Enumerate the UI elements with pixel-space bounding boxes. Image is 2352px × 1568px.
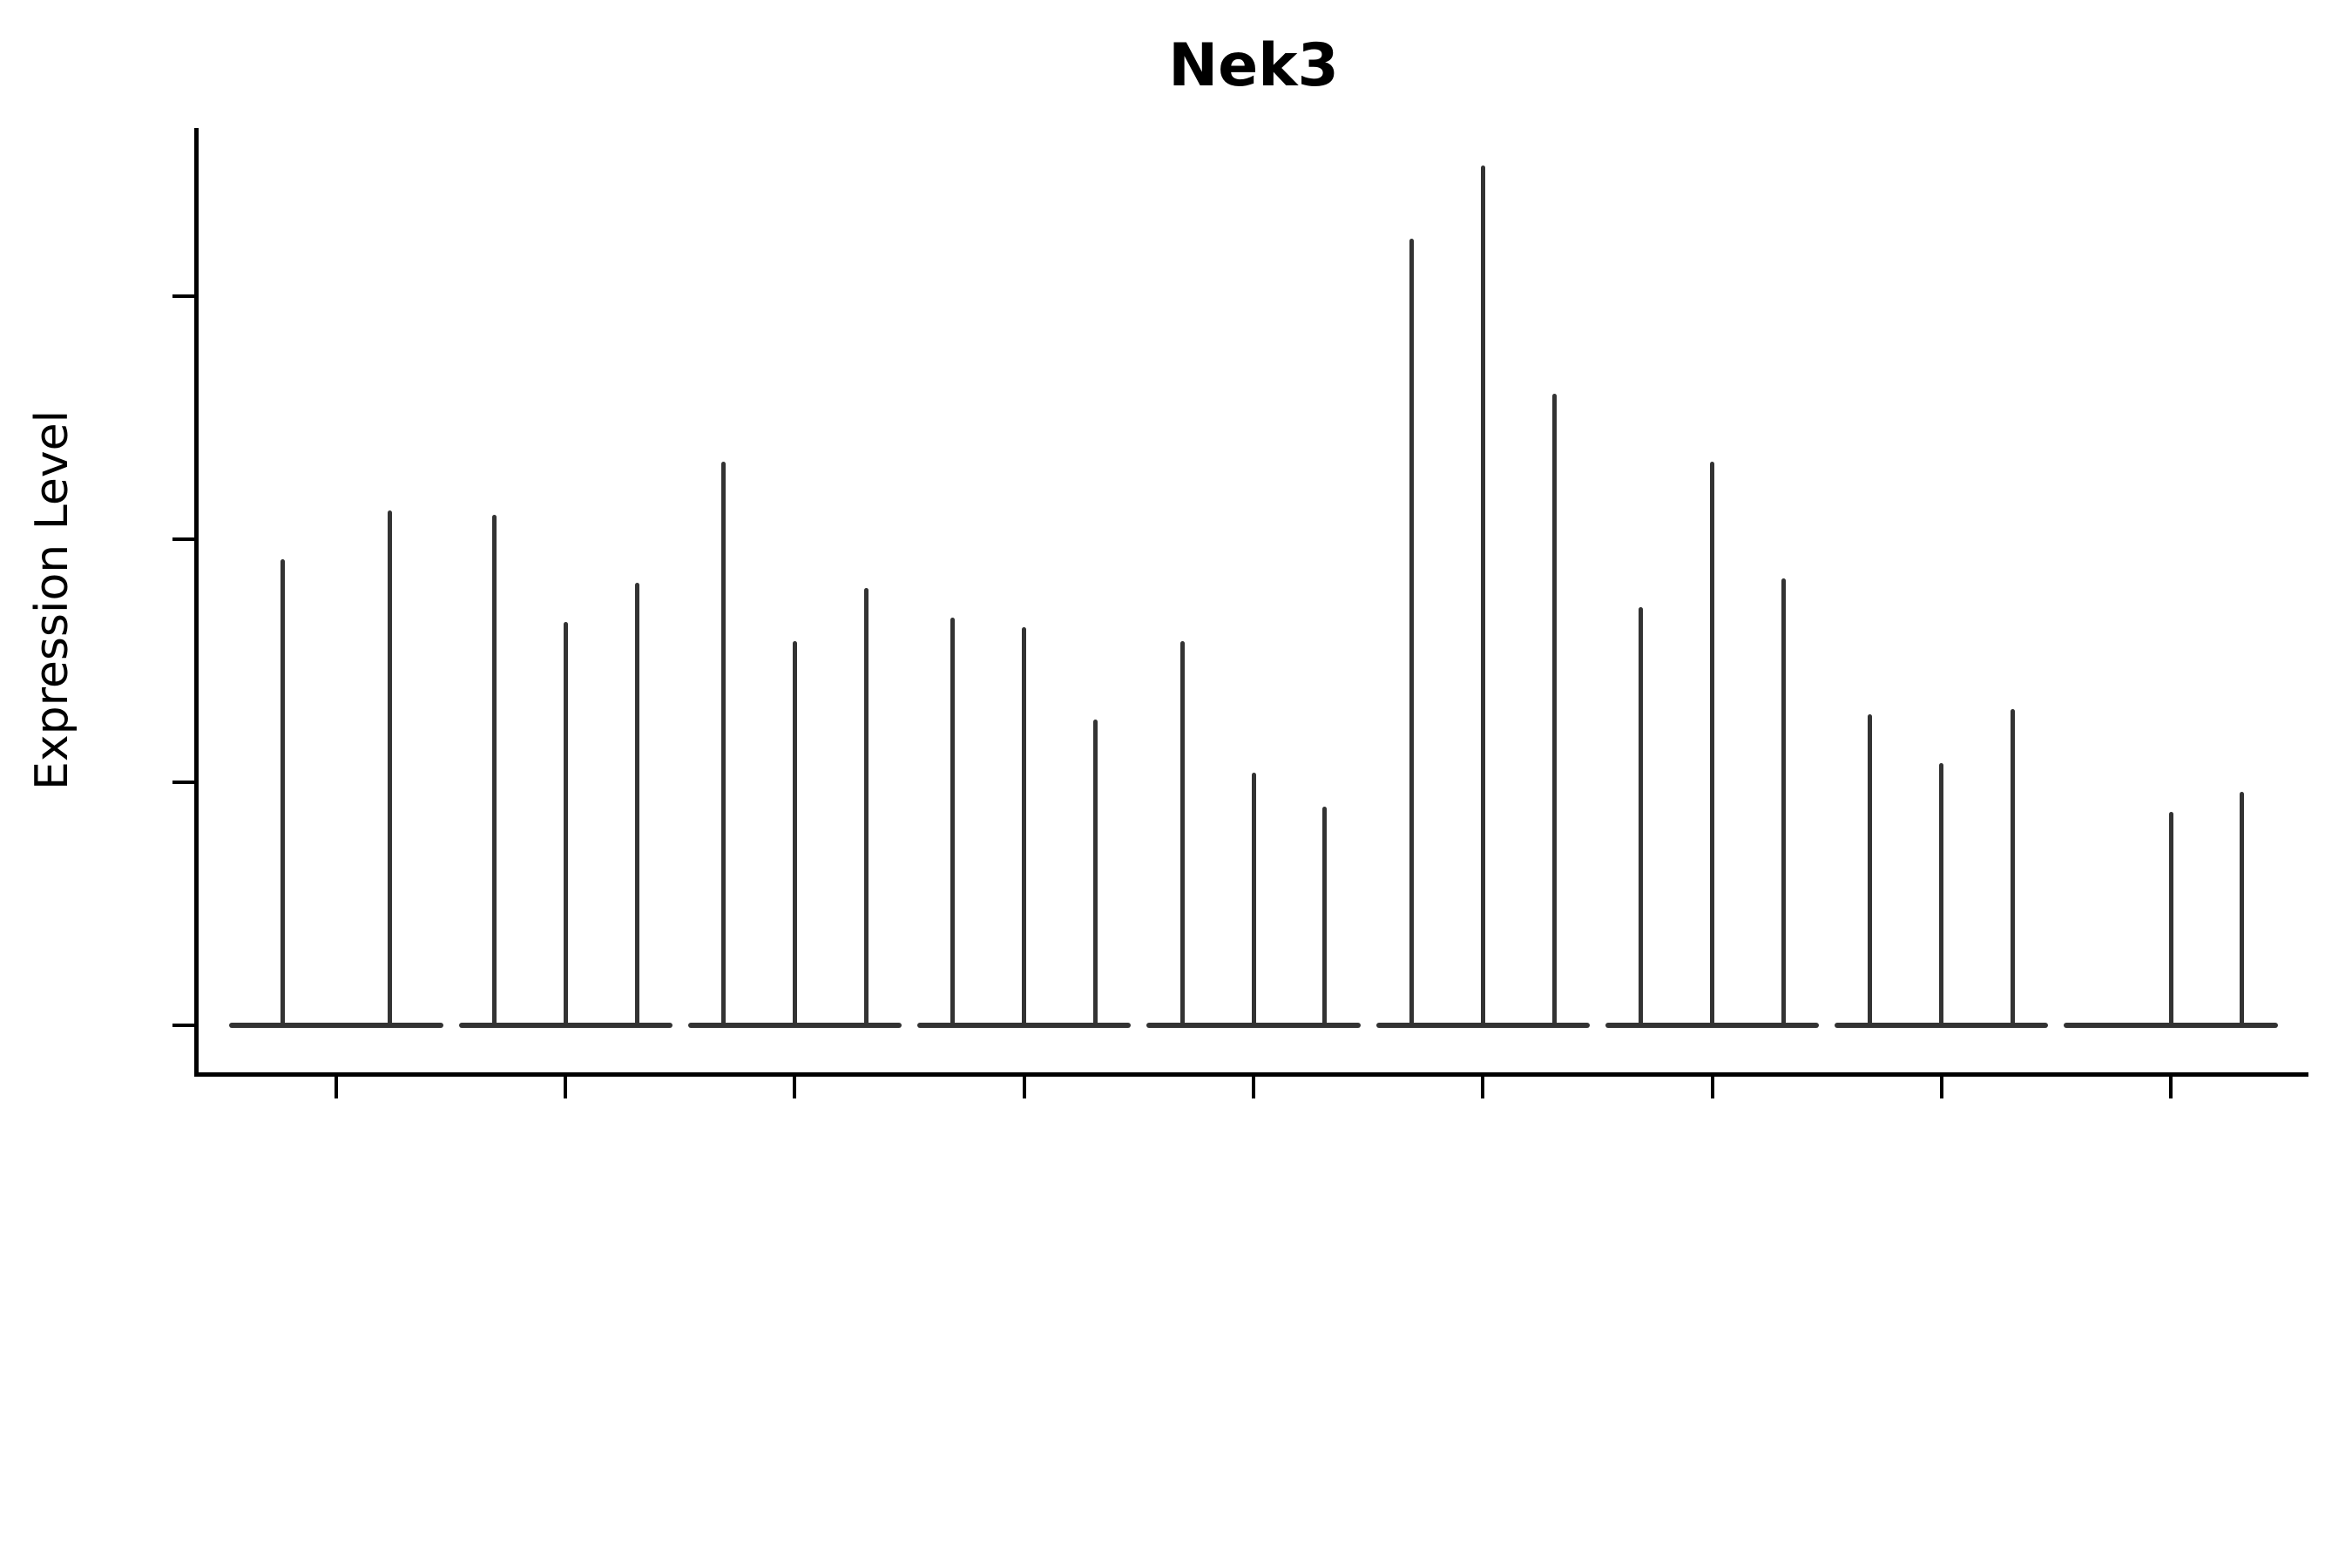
violin-spike bbox=[792, 641, 797, 1027]
violin-spike bbox=[563, 622, 568, 1027]
violin-spike bbox=[2011, 709, 2016, 1027]
violin-spike bbox=[1939, 762, 1944, 1027]
x-tick bbox=[793, 1077, 797, 1098]
violin-spike bbox=[721, 462, 727, 1027]
violin-spike bbox=[2240, 792, 2245, 1027]
x-axis-line bbox=[194, 1072, 2308, 1077]
violin-spike bbox=[1781, 578, 1786, 1027]
violin-spike bbox=[1022, 626, 1027, 1027]
violin-spike bbox=[1551, 394, 1557, 1027]
violin-spike bbox=[491, 515, 497, 1027]
x-tick bbox=[1710, 1077, 1714, 1098]
violin-spike bbox=[2168, 811, 2173, 1027]
violin-spike bbox=[863, 588, 868, 1027]
x-tick bbox=[1481, 1077, 1485, 1098]
x-tick bbox=[334, 1077, 338, 1098]
violin-spike bbox=[1710, 462, 1715, 1027]
x-tick bbox=[2169, 1077, 2173, 1098]
chart-title: Nek3 bbox=[1168, 31, 1339, 100]
x-tick bbox=[1022, 1077, 1026, 1098]
violin-spike bbox=[387, 510, 392, 1027]
violin-spike bbox=[1480, 165, 1485, 1027]
y-axis-line bbox=[194, 128, 199, 1077]
violin-spike bbox=[634, 583, 639, 1027]
violin-spike bbox=[950, 617, 956, 1027]
x-tick bbox=[1939, 1077, 1943, 1098]
x-tick bbox=[564, 1077, 568, 1098]
violin-spike bbox=[1093, 719, 1098, 1027]
y-tick bbox=[172, 781, 194, 785]
y-tick bbox=[172, 1023, 194, 1027]
x-tick bbox=[1252, 1077, 1255, 1098]
violin-spike bbox=[280, 558, 286, 1027]
y-tick bbox=[172, 294, 194, 299]
violin-spike bbox=[1322, 806, 1328, 1027]
violin-spike bbox=[1179, 641, 1185, 1027]
violin-spike bbox=[1251, 772, 1256, 1027]
violin-spike bbox=[1639, 607, 1644, 1027]
violin-spike bbox=[1409, 238, 1414, 1027]
y-axis-label: Expression Level bbox=[26, 409, 78, 791]
y-tick bbox=[172, 537, 194, 542]
violin-base bbox=[229, 1022, 443, 1028]
violin-spike bbox=[1868, 714, 1873, 1027]
